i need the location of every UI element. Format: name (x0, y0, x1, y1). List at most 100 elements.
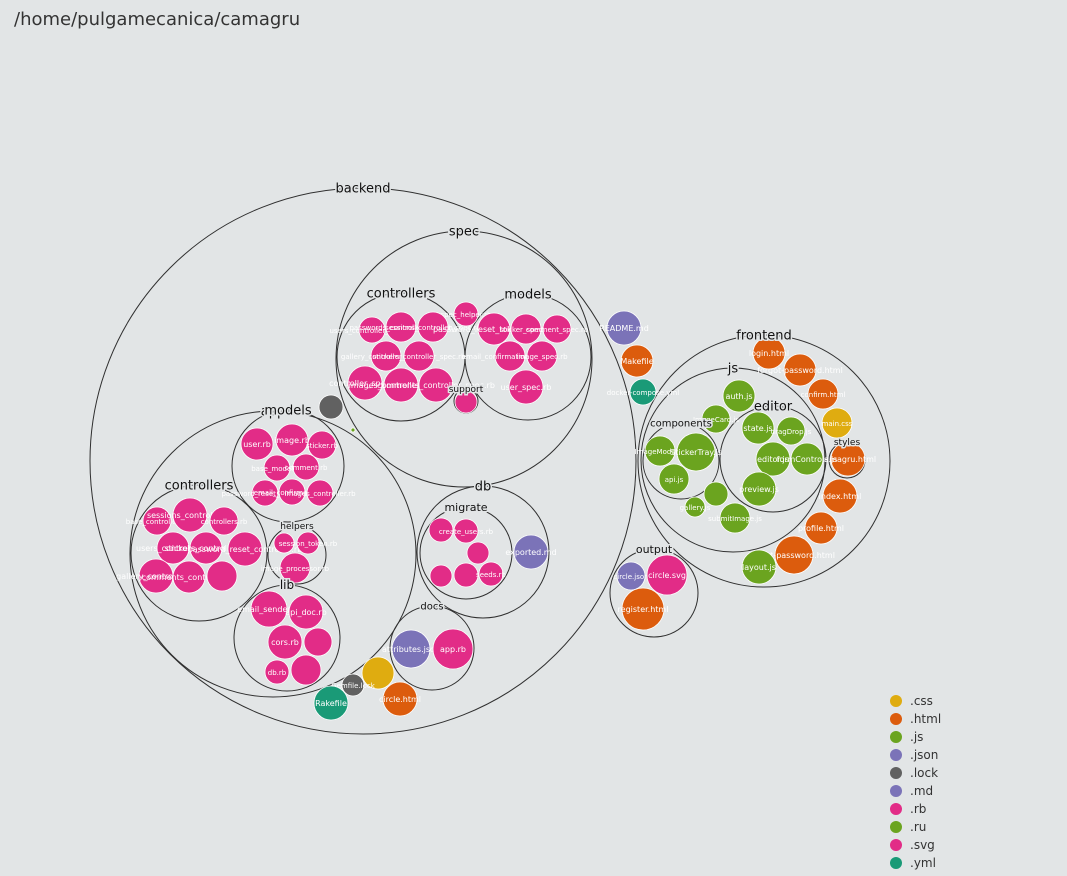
file-node[interactable] (156, 531, 190, 565)
file-node[interactable] (391, 629, 431, 669)
file-node[interactable] (508, 369, 544, 405)
file-node[interactable] (790, 442, 824, 476)
file-node[interactable] (347, 365, 383, 401)
file-node[interactable] (382, 681, 418, 717)
file-node[interactable] (676, 432, 716, 472)
file-node[interactable] (189, 531, 223, 565)
folder-frontend[interactable] (637, 334, 891, 588)
file-node[interactable] (453, 301, 479, 327)
file-node[interactable] (350, 427, 356, 433)
file-node[interactable] (703, 481, 729, 507)
file-node[interactable] (722, 379, 756, 413)
file-node[interactable] (620, 344, 654, 378)
file-node[interactable] (428, 517, 454, 543)
file-node[interactable] (741, 471, 777, 507)
file-node[interactable] (454, 390, 478, 414)
file-node[interactable] (477, 312, 511, 346)
file-node[interactable] (361, 656, 395, 690)
folder-db[interactable] (416, 485, 550, 619)
folder-components[interactable] (642, 422, 720, 500)
file-node[interactable] (774, 535, 814, 575)
file-node[interactable] (513, 534, 549, 570)
folder-output[interactable] (609, 548, 699, 638)
file-node[interactable] (307, 430, 337, 460)
file-node[interactable] (267, 624, 303, 660)
file-node[interactable] (807, 378, 839, 410)
file-node[interactable] (776, 416, 806, 446)
file-node[interactable] (206, 560, 238, 592)
file-node[interactable] (227, 531, 263, 567)
file-node[interactable] (701, 404, 731, 434)
file-node[interactable] (290, 654, 322, 686)
file-node[interactable] (429, 564, 453, 588)
file-node[interactable] (453, 562, 479, 588)
file-node[interactable] (432, 628, 474, 670)
file-node[interactable] (606, 310, 642, 346)
file-node[interactable] (172, 497, 208, 533)
file-node[interactable] (418, 367, 454, 403)
file-node[interactable] (646, 554, 688, 596)
file-node[interactable] (719, 502, 751, 534)
file-node[interactable] (453, 518, 479, 544)
file-node[interactable] (313, 685, 349, 721)
file-node[interactable] (494, 340, 526, 372)
file-node[interactable] (251, 479, 279, 507)
file-node[interactable] (341, 673, 365, 697)
file-node[interactable] (142, 506, 172, 536)
file-node[interactable] (526, 340, 558, 372)
folder-helpers[interactable] (267, 525, 327, 585)
file-node[interactable] (288, 594, 324, 630)
file-node[interactable] (403, 340, 435, 372)
file-node[interactable] (370, 340, 402, 372)
folder-lib[interactable] (233, 584, 341, 692)
file-node[interactable] (542, 314, 572, 344)
file-node[interactable] (830, 441, 866, 477)
file-node[interactable] (755, 441, 791, 477)
folder-spec[interactable] (335, 230, 593, 488)
folder-spec-models[interactable] (464, 293, 592, 421)
file-node[interactable] (741, 549, 777, 585)
folder-backend[interactable] (89, 187, 637, 735)
file-node[interactable] (278, 478, 306, 506)
file-node[interactable] (296, 531, 320, 555)
file-node[interactable] (273, 532, 295, 554)
folder-app[interactable] (129, 410, 417, 698)
file-node[interactable] (306, 479, 334, 507)
file-node[interactable] (822, 478, 858, 514)
file-node[interactable] (752, 336, 786, 370)
file-node[interactable] (804, 511, 838, 545)
file-node[interactable] (318, 394, 344, 420)
file-node[interactable] (264, 659, 290, 685)
file-node[interactable] (383, 367, 419, 403)
file-node[interactable] (783, 353, 817, 387)
folder-editor[interactable] (719, 405, 827, 513)
folder-docs[interactable] (389, 605, 475, 691)
file-node[interactable] (417, 311, 449, 343)
file-node[interactable] (466, 541, 490, 565)
file-node[interactable] (629, 378, 657, 406)
file-node[interactable] (478, 561, 504, 587)
file-node[interactable] (250, 590, 288, 628)
file-node[interactable] (385, 311, 417, 343)
file-node[interactable] (684, 496, 706, 518)
file-node[interactable] (358, 316, 386, 344)
file-node[interactable] (263, 454, 291, 482)
file-node[interactable] (616, 561, 646, 591)
file-node[interactable] (644, 435, 676, 467)
file-node[interactable] (658, 463, 690, 495)
folder-migrate[interactable] (419, 506, 513, 600)
file-node[interactable] (292, 453, 320, 481)
file-node[interactable] (172, 560, 206, 594)
file-node[interactable] (741, 411, 775, 445)
file-node[interactable] (510, 313, 542, 345)
file-node[interactable] (240, 427, 274, 461)
file-node[interactable] (209, 506, 239, 536)
file-node[interactable] (621, 587, 665, 631)
folder-js[interactable] (640, 367, 826, 553)
file-node[interactable] (303, 627, 333, 657)
file-node[interactable] (821, 407, 853, 439)
folder-app-models[interactable] (231, 409, 345, 523)
file-node[interactable] (275, 423, 309, 457)
file-node[interactable] (279, 552, 311, 584)
folder-app-controllers[interactable] (130, 484, 268, 622)
